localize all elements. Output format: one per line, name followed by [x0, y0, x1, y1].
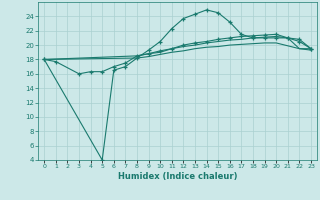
X-axis label: Humidex (Indice chaleur): Humidex (Indice chaleur) — [118, 172, 237, 181]
